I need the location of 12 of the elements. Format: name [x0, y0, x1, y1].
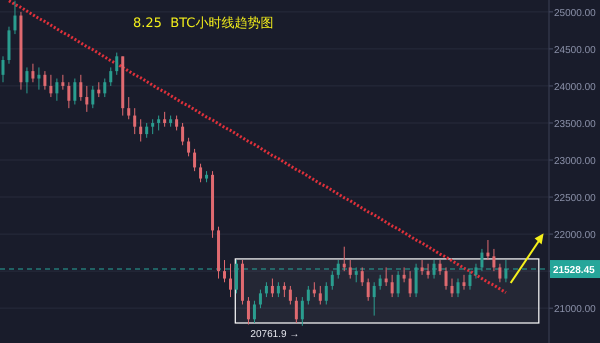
y-tick-label: 25000.00 — [554, 8, 596, 19]
y-tick-label: 22000.00 — [554, 230, 596, 242]
y-tick-label: 23500.00 — [554, 118, 596, 130]
annotation: 20761.9 → — [250, 328, 300, 340]
y-tick-label: 21000.00 — [554, 304, 596, 316]
y-tick-label: 24500.00 — [554, 44, 596, 56]
y-tick-label: 23000.00 — [554, 156, 596, 168]
y-tick-label: 24000.00 — [554, 82, 596, 93]
ref-line-label: 21528.45 — [553, 265, 596, 276]
text: 8.25 BTC小时线趋势图 — [133, 16, 274, 31]
y-tick-label: 22500.00 — [554, 193, 596, 204]
line-series — [7, 0, 508, 294]
